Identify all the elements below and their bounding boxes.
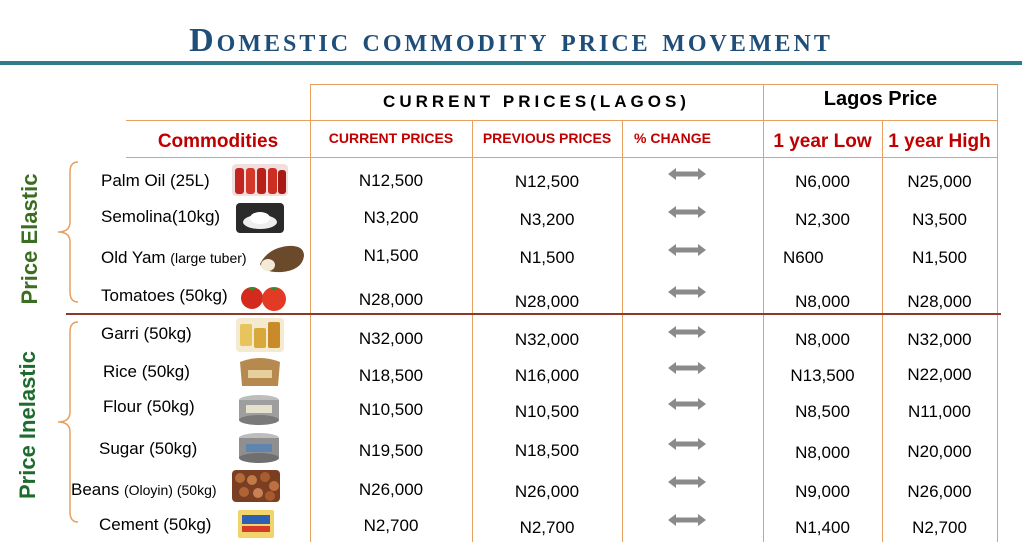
lagos-price-group-header: Lagos Price [823,88,938,110]
previous-price-cell: N3,200 [519,210,575,229]
year-high-cell: N22,000 [907,365,972,384]
year-high-cell: N25,000 [907,172,972,191]
elastic-inelastic-divider [66,313,1001,315]
year-low-cell: N13,500 [790,366,855,385]
commodity-name: Sugar (50kg) [99,439,198,458]
current-price-cell: N10,500 [358,400,424,419]
previous-price-cell: N26,000 [514,482,580,501]
grid-line [126,120,997,121]
previous-price-cell: N2,700 [519,518,575,537]
commodity-name: Semolina(10kg) [101,207,221,226]
rice-bag-icon [240,358,280,386]
year-high-cell: N32,000 [907,330,972,349]
commodities-header: Commodities [157,131,279,152]
current-prices-group-header: CURRENT PRICES(LAGOS) [383,92,690,111]
flour-tin-icon [239,395,279,425]
neutral-arrow-icon [668,398,706,410]
previous-price-cell: N1,500 [519,248,575,267]
elastic-brace [57,161,79,303]
neutral-arrow-icon [668,514,706,526]
year-low-cell: N8,500 [795,402,850,421]
inelastic-brace [57,321,79,523]
year-high-header: 1 year High [888,131,991,152]
current-price-cell: N19,500 [358,441,424,460]
commodity-name: Palm Oil (25L) [101,171,210,190]
current-price-cell: N32,000 [358,329,424,348]
neutral-arrow-icon [668,438,706,450]
previous-price-cell: N12,500 [514,172,580,191]
current-price-cell: N28,000 [358,290,424,309]
year-high-cell: N26,000 [907,482,972,501]
commodity-name: Rice (50kg) [103,362,190,381]
neutral-arrow-icon [668,362,706,374]
year-low-cell: N2,300 [795,210,850,229]
price-inelastic-label: Price Inelastic [15,351,40,499]
palm-oil-icon [232,164,288,196]
year-high-cell: N28,000 [907,292,972,311]
page-title: Domestic commodity price movement [189,22,833,59]
grid-line [310,84,997,85]
previous-price-cell: N18,500 [514,441,580,460]
yam-icon [260,245,304,273]
cement-bag-icon [238,510,274,538]
commodity-name: Beans (Oloyin) (50kg) [71,480,217,499]
year-high-cell: N20,000 [907,442,972,461]
commodity-name: Cement (50kg) [99,515,212,534]
current-price-cell: N18,500 [358,366,424,385]
tomatoes-icon [241,287,286,311]
year-low-header: 1 year Low [773,131,872,152]
grid-line [622,120,623,542]
year-low-cell: N8,000 [795,443,850,462]
year-low-cell: N9,000 [795,482,850,501]
commodity-name: Tomatoes (50kg) [101,286,228,305]
year-low-cell: N600 [783,248,824,267]
current-prices-header: CURRENT PRICES [328,130,454,146]
commodity-name: Flour (50kg) [103,397,195,416]
commodity-name: Old Yam (large tuber) [101,248,247,267]
current-price-cell: N1,500 [363,246,419,265]
beans-icon [232,470,280,502]
current-price-cell: N26,000 [358,480,424,499]
year-high-cell: N3,500 [912,210,967,229]
previous-price-cell: N10,500 [514,402,580,421]
neutral-arrow-icon [668,326,706,338]
year-high-cell: N1,500 [912,248,967,267]
previous-prices-header: PREVIOUS PRICES [482,130,612,146]
commodity-name: Garri (50kg) [101,324,192,343]
grid-line [472,120,473,542]
year-low-cell: N6,000 [795,172,850,191]
year-low-cell: N8,000 [795,330,850,349]
previous-price-cell: N32,000 [514,330,580,349]
grid-line [882,120,883,542]
year-low-cell: N8,000 [795,292,850,311]
neutral-arrow-icon [668,206,706,218]
sugar-tin-icon [239,433,279,463]
previous-price-cell: N28,000 [514,292,580,311]
previous-price-cell: N16,000 [514,366,580,385]
year-low-cell: N1,400 [795,518,850,537]
neutral-arrow-icon [668,476,706,488]
grid-line [126,157,997,158]
current-price-cell: N12,500 [358,171,424,190]
price-elastic-label: Price Elastic [17,173,42,305]
title-underline [0,61,1022,65]
current-price-cell: N2,700 [363,516,419,535]
year-high-cell: N11,000 [907,402,971,421]
neutral-arrow-icon [668,286,706,298]
pct-change-header: % CHANGE [634,130,712,146]
current-price-cell: N3,200 [363,208,419,227]
neutral-arrow-icon [668,244,706,256]
year-high-cell: N2,700 [912,518,967,537]
semolina-icon [236,203,284,233]
garri-icon [236,318,284,352]
neutral-arrow-icon [668,168,706,180]
